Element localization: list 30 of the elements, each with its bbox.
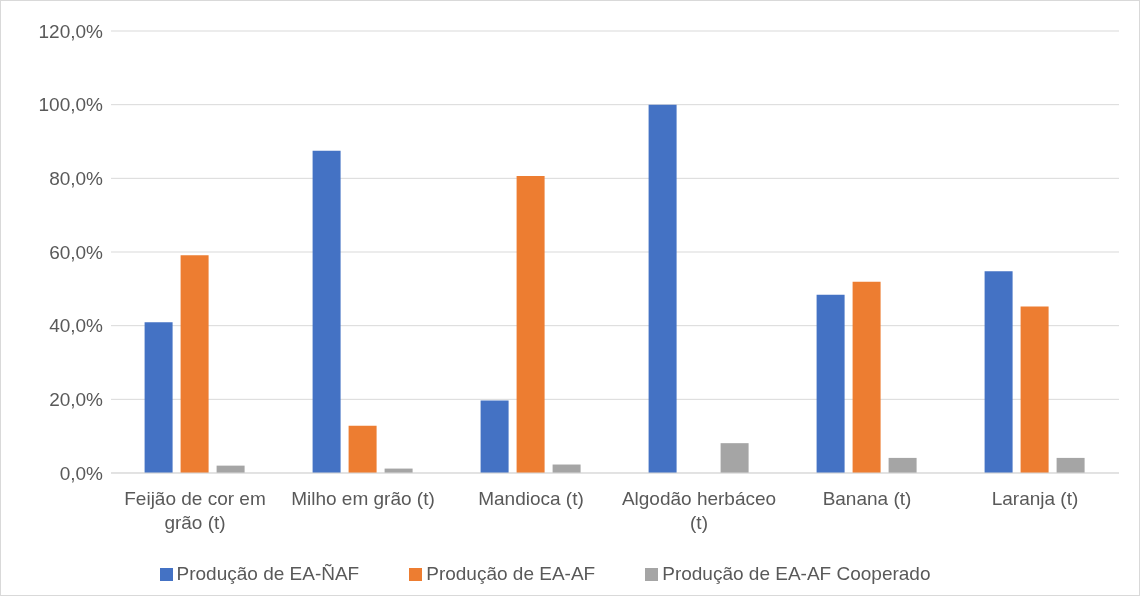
x-tick-label: Algodão herbáceo (t) <box>621 488 777 533</box>
bar <box>648 104 677 473</box>
y-tick-label: 80,0% <box>49 168 104 190</box>
x-tick-label: Milho em grão (t) <box>291 488 435 509</box>
bar <box>852 281 881 473</box>
y-tick-label: 20,0% <box>49 389 104 411</box>
legend-label: Produção de EA-AF <box>426 563 596 584</box>
y-tick-label: 100,0% <box>38 94 104 116</box>
bar <box>312 150 341 473</box>
y-tick-label: 120,0% <box>38 20 104 42</box>
bar <box>348 425 377 473</box>
bar <box>888 457 917 473</box>
y-tick-label: 60,0% <box>49 241 104 263</box>
y-tick-label: 0,0% <box>59 462 104 484</box>
y-tick-label: 40,0% <box>49 315 104 337</box>
bar <box>816 294 845 473</box>
bar <box>984 271 1013 473</box>
bar <box>144 322 173 473</box>
bar <box>516 176 545 473</box>
legend-label: Produção de EA-ÑAF <box>176 563 360 584</box>
x-tick-label: Mandioca (t) <box>478 488 584 509</box>
legend-label: Produção de EA-AF Cooperado <box>662 563 931 584</box>
bar <box>720 443 749 473</box>
x-tick-label: Laranja (t) <box>991 488 1079 509</box>
x-tick-label: Banana (t) <box>822 488 912 509</box>
bar <box>1020 306 1049 473</box>
bar <box>480 400 509 473</box>
bar <box>1056 457 1085 473</box>
bar <box>180 255 209 473</box>
x-tick-label: Feijão de cor em grão (t) <box>124 488 266 533</box>
